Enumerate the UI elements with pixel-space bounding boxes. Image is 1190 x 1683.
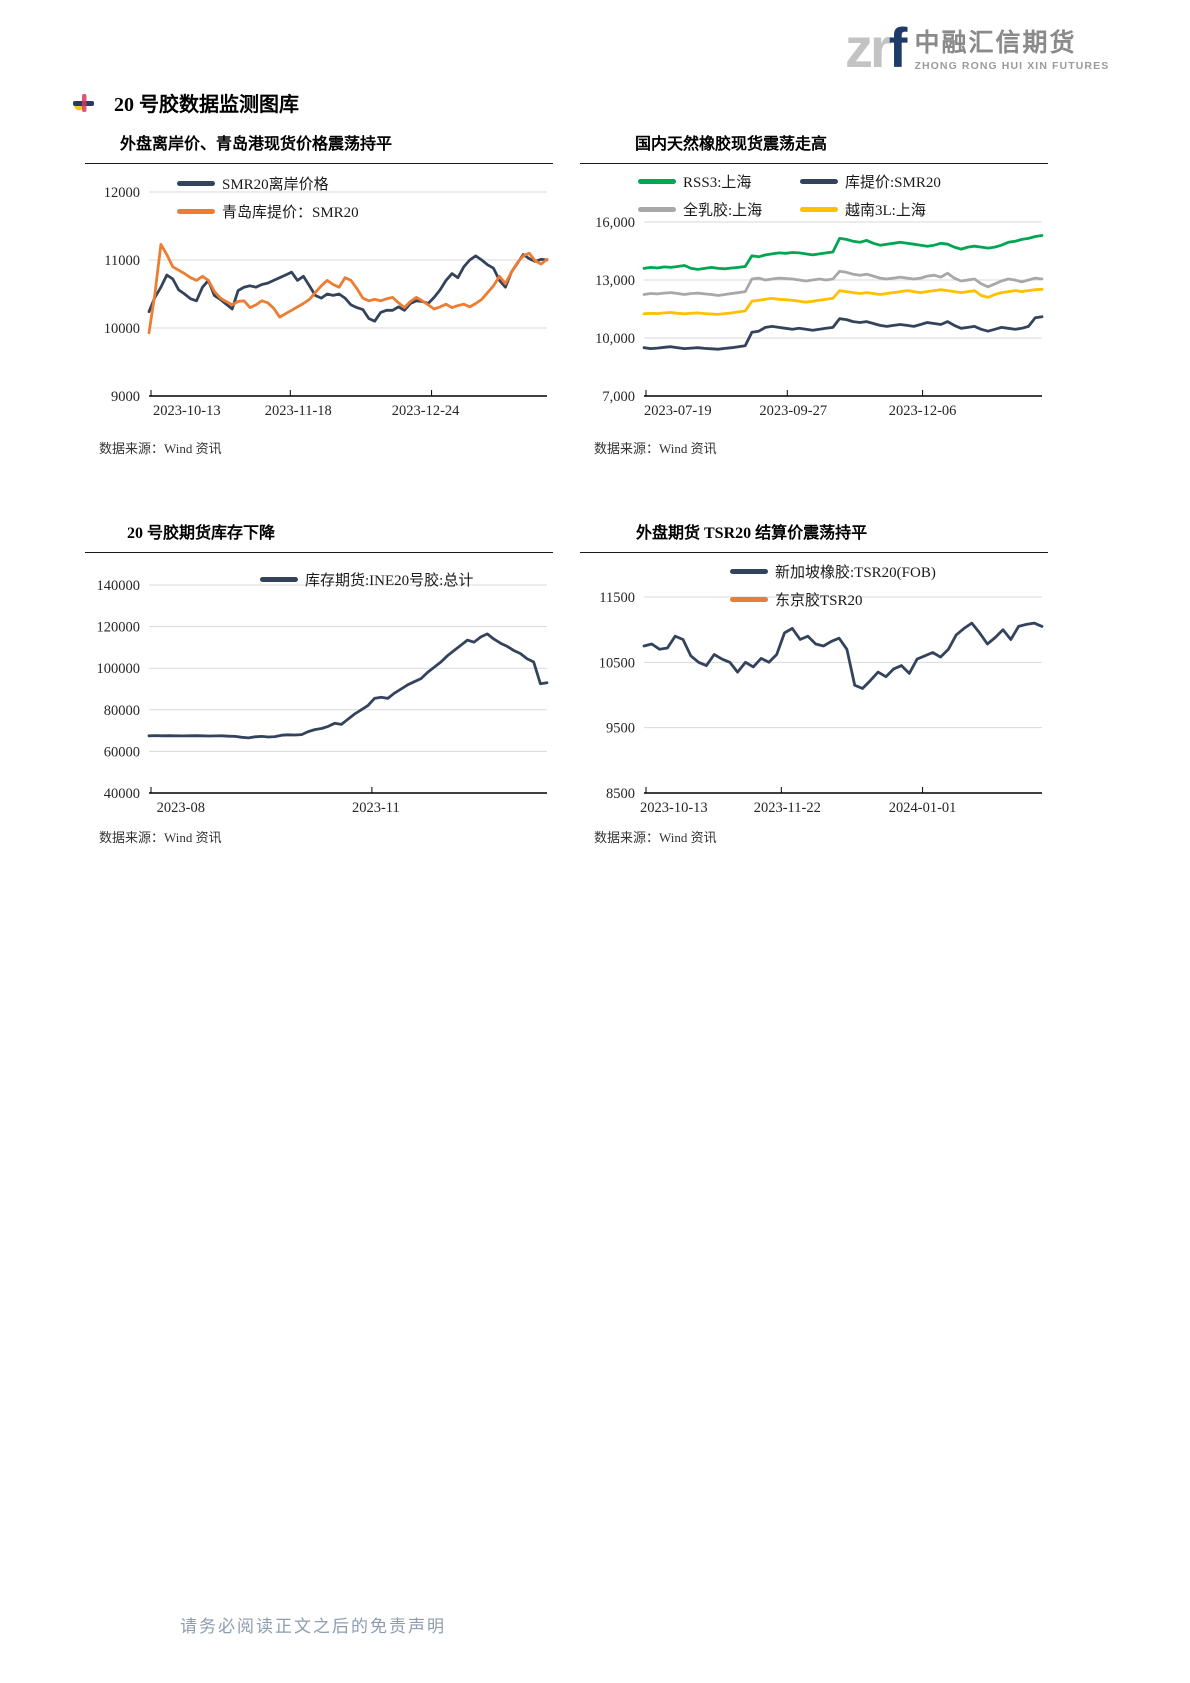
chart-legend: SMR20离岸价格青岛库提价：SMR20 bbox=[177, 173, 359, 222]
svg-text:2023-10-13: 2023-10-13 bbox=[640, 800, 708, 816]
chart-legend: 新加坡橡胶:TSR20(FOB) 东京胶TSR20 bbox=[730, 561, 936, 610]
chart-svg: 40000 60000 80000 100000 120000 140000 2023-08… bbox=[97, 578, 549, 816]
svg-text:80000: 80000 bbox=[104, 703, 140, 719]
svg-text:2024-01-01: 2024-01-01 bbox=[889, 800, 957, 816]
svg-text:140000: 140000 bbox=[97, 578, 141, 594]
legend-line-swatch bbox=[800, 207, 838, 212]
svg-text:10,000: 10,000 bbox=[595, 331, 635, 347]
svg-text:2023-08: 2023-08 bbox=[157, 800, 205, 816]
legend-label: 库提价:SMR20 bbox=[845, 175, 941, 191]
legend-label: 新加坡橡胶:TSR20(FOB) bbox=[775, 565, 936, 581]
chart-plot-area: 8500 9500 10500 11500 2023-10-13 2023-11-22 20… bbox=[580, 557, 1048, 817]
legend-label: 库存期货:INE20号胶:总计 bbox=[305, 573, 474, 589]
chart-title: 外盘离岸价、青岛港现货价格震荡持平 bbox=[85, 130, 553, 164]
legend-line-swatch bbox=[177, 209, 215, 214]
legend-item: 新加坡橡胶:TSR20(FOB) bbox=[730, 561, 936, 582]
legend-label: 全乳胶:上海 bbox=[683, 203, 763, 219]
svg-text:2023-07-19: 2023-07-19 bbox=[644, 403, 712, 419]
chart-title: 国内天然橡胶现货震荡走高 bbox=[580, 130, 1048, 164]
svg-text:2023-12-06: 2023-12-06 bbox=[889, 403, 957, 419]
chart-legend: RSS3:上海 库提价:SMR20 全乳胶:上海 越南3L:上海 bbox=[638, 171, 941, 220]
svg-text:2023-09-27: 2023-09-27 bbox=[759, 403, 827, 419]
section-bullet-icon bbox=[73, 93, 94, 112]
data-source-note: 数据来源：Wind 资讯 bbox=[594, 441, 717, 456]
legend-item: 全乳胶:上海 bbox=[638, 199, 800, 220]
legend-line-swatch bbox=[177, 181, 215, 186]
logo-monogram: zrf bbox=[845, 20, 907, 76]
chart-legend: 库存期货:INE20号胶:总计 bbox=[260, 569, 473, 590]
legend-label: 青岛库提价：SMR20 bbox=[222, 205, 359, 221]
legend-item: 库存期货:INE20号胶:总计 bbox=[260, 569, 473, 590]
svg-text:10000: 10000 bbox=[104, 321, 140, 337]
svg-text:2023-12-24: 2023-12-24 bbox=[392, 403, 460, 419]
data-source-note: 数据来源：Wind 资讯 bbox=[99, 441, 222, 456]
legend-line-swatch bbox=[638, 207, 676, 212]
legend-label: SMR20离岸价格 bbox=[222, 177, 329, 193]
chart-svg: 8500 9500 10500 11500 2023-10-13 2023-11-22 20… bbox=[599, 590, 1044, 816]
svg-text:100000: 100000 bbox=[97, 661, 141, 677]
svg-text:60000: 60000 bbox=[104, 744, 140, 760]
section-header: 20 号胶数据监测图库 bbox=[72, 88, 299, 117]
legend-label: RSS3:上海 bbox=[683, 175, 752, 191]
chart-plot-area: 9000 10000 11000 12000 2023-10-13 2023-11-18 2… bbox=[85, 168, 553, 428]
logo-company-name-cn: 中融汇信期货 bbox=[914, 29, 1077, 57]
chart-panel-1: 外盘离岸价、青岛港现货价格震荡持平 9000 10000 11000 12000 2023… bbox=[85, 130, 553, 457]
chart-title: 20 号胶期货库存下降 bbox=[85, 519, 553, 553]
legend-item: 青岛库提价：SMR20 bbox=[177, 201, 359, 222]
legend-item: SMR20离岸价格 bbox=[177, 173, 359, 194]
svg-text:2023-11-18: 2023-11-18 bbox=[265, 403, 332, 419]
legend-line-swatch bbox=[638, 179, 676, 184]
disclaimer-footer: 请务必阅读正文之后的免责声明 bbox=[180, 1617, 446, 1636]
legend-line-swatch bbox=[800, 179, 838, 184]
svg-text:120000: 120000 bbox=[97, 620, 141, 636]
legend-line-swatch bbox=[260, 577, 298, 582]
svg-text:12000: 12000 bbox=[104, 185, 140, 201]
svg-text:9500: 9500 bbox=[606, 721, 635, 737]
svg-text:9000: 9000 bbox=[111, 389, 140, 405]
legend-line-swatch bbox=[730, 569, 768, 574]
svg-text:11000: 11000 bbox=[104, 253, 140, 269]
svg-text:13,000: 13,000 bbox=[595, 273, 635, 289]
logo-company-name-en: ZHONG RONG HUI XIN FUTURES bbox=[914, 60, 1110, 72]
legend-item: 东京胶TSR20 bbox=[730, 589, 936, 610]
svg-text:2023-10-13: 2023-10-13 bbox=[153, 403, 221, 419]
chart-svg: 9000 10000 11000 12000 2023-10-13 2023-11-18 2… bbox=[104, 185, 549, 419]
legend-item: 库提价:SMR20 bbox=[800, 171, 941, 192]
page-title: 20 号胶数据监测图库 bbox=[114, 94, 299, 116]
chart-plot-area: 7,000 10,000 13,000 16,000 2023-07-19 2023-09… bbox=[580, 168, 1048, 428]
svg-text:7,000: 7,000 bbox=[602, 389, 635, 405]
svg-text:2023-11-22: 2023-11-22 bbox=[754, 800, 821, 816]
legend-label: 东京胶TSR20 bbox=[775, 593, 863, 609]
legend-item: RSS3:上海 bbox=[638, 171, 800, 192]
logo-f: f bbox=[888, 16, 908, 79]
svg-text:40000: 40000 bbox=[104, 786, 140, 802]
logo-zr: zr bbox=[845, 16, 892, 79]
svg-text:10500: 10500 bbox=[599, 655, 635, 671]
legend-line-swatch bbox=[730, 597, 768, 602]
svg-text:8500: 8500 bbox=[606, 786, 635, 802]
chart-panel-2: 国内天然橡胶现货震荡走高 7,000 10,000 13,000 16,000 2023-… bbox=[580, 130, 1048, 457]
chart-svg: 7,000 10,000 13,000 16,000 2023-07-19 2023-09… bbox=[595, 215, 1044, 419]
data-source-note: 数据来源：Wind 资讯 bbox=[99, 830, 222, 845]
svg-text:16,000: 16,000 bbox=[595, 215, 635, 231]
data-source-note: 数据来源：Wind 资讯 bbox=[594, 830, 717, 845]
svg-text:11500: 11500 bbox=[599, 590, 635, 606]
chart-panel-4: 外盘期货 TSR20 结算价震荡持平 8500 9500 10500 11500 2023… bbox=[580, 519, 1048, 846]
chart-plot-area: 40000 60000 80000 100000 120000 140000 2023-08… bbox=[85, 557, 553, 817]
legend-item: 越南3L:上海 bbox=[800, 199, 941, 220]
charts-grid: 外盘离岸价、青岛港现货价格震荡持平 9000 10000 11000 12000 2023… bbox=[85, 130, 1048, 846]
chart-panel-3: 20 号胶期货库存下降 40000 60000 80000 100000 120000 14… bbox=[85, 519, 553, 846]
svg-text:2023-11: 2023-11 bbox=[352, 800, 400, 816]
brand-logo: zrf 中融汇信期货 ZHONG RONG HUI XIN FUTURES bbox=[845, 20, 1110, 76]
legend-label: 越南3L:上海 bbox=[845, 203, 926, 219]
chart-title: 外盘期货 TSR20 结算价震荡持平 bbox=[580, 519, 1048, 553]
